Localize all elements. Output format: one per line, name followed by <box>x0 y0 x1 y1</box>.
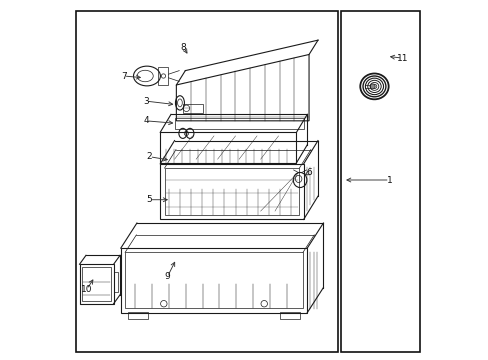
Bar <box>164 168 299 215</box>
Bar <box>341 12 419 352</box>
Bar <box>160 164 303 220</box>
Bar <box>128 312 147 319</box>
Text: 1: 1 <box>386 176 392 185</box>
Bar <box>174 118 303 129</box>
Bar <box>158 67 168 85</box>
Text: 4: 4 <box>143 116 148 125</box>
Text: 9: 9 <box>164 272 170 281</box>
Text: 7: 7 <box>121 72 126 81</box>
Text: 2: 2 <box>146 152 152 161</box>
Bar <box>280 312 300 319</box>
Text: 5: 5 <box>146 195 152 204</box>
Bar <box>76 12 337 352</box>
Bar <box>113 273 118 292</box>
Bar <box>121 248 306 313</box>
Bar <box>82 267 110 301</box>
Text: 11: 11 <box>396 54 407 63</box>
Circle shape <box>369 84 374 89</box>
Bar <box>125 252 303 309</box>
Bar <box>365 85 369 88</box>
Bar <box>160 132 296 163</box>
Text: 6: 6 <box>305 168 311 177</box>
Text: 10: 10 <box>81 285 92 294</box>
Text: 8: 8 <box>180 43 186 52</box>
Bar <box>183 104 202 113</box>
Bar <box>80 264 113 304</box>
Text: 3: 3 <box>142 96 148 105</box>
